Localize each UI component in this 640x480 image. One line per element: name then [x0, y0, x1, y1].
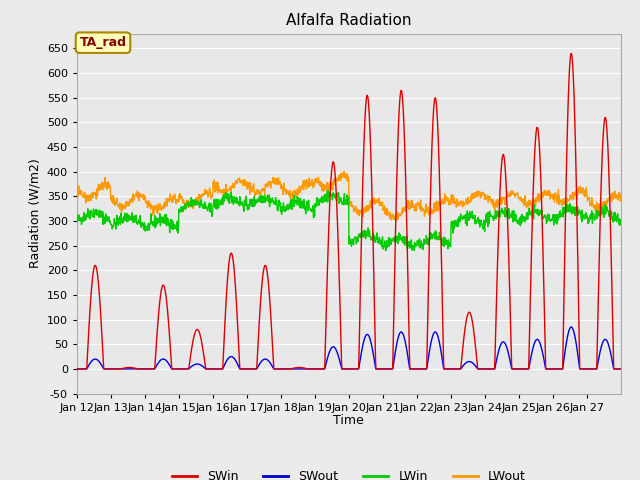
Text: TA_rad: TA_rad [79, 36, 127, 49]
X-axis label: Time: Time [333, 414, 364, 427]
Y-axis label: Radiation (W/m2): Radiation (W/m2) [28, 159, 41, 268]
Title: Alfalfa Radiation: Alfalfa Radiation [286, 13, 412, 28]
Legend: SWin, SWout, LWin, LWout: SWin, SWout, LWin, LWout [167, 465, 531, 480]
